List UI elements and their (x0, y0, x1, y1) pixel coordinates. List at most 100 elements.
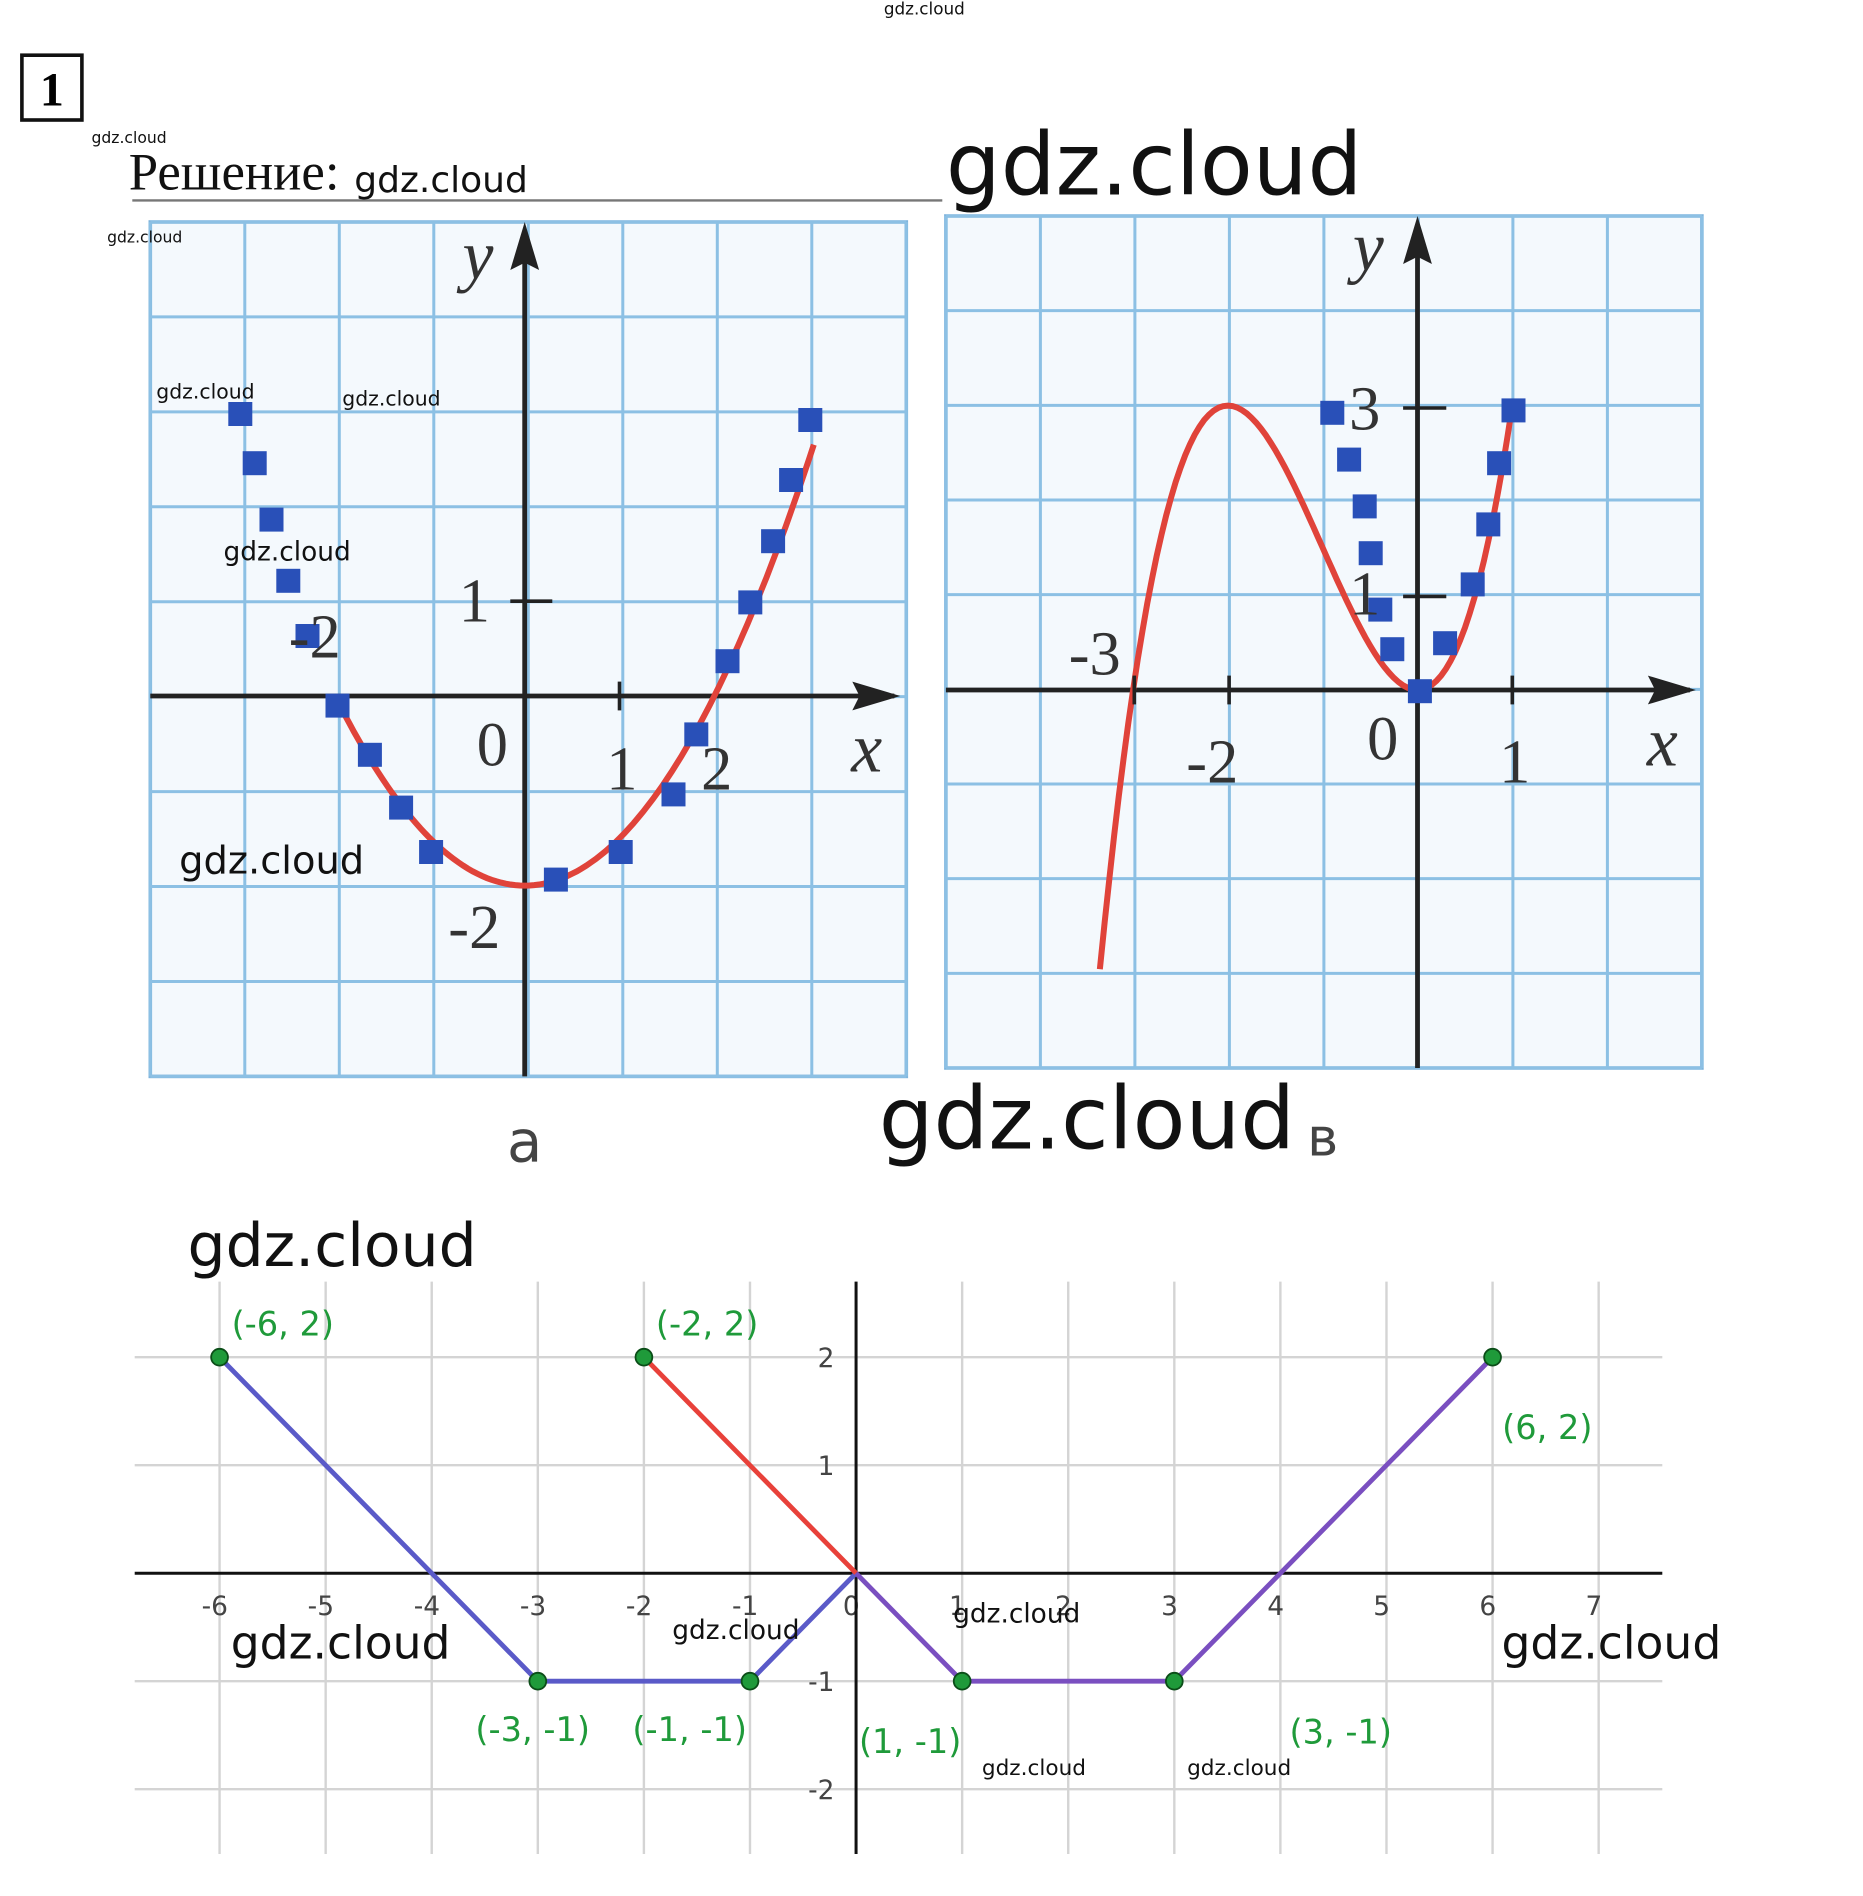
y-tick-label: -2 (808, 1775, 834, 1806)
graph-label: -2 (448, 893, 500, 962)
blue-marker (1407, 679, 1432, 704)
blue-marker (242, 451, 267, 476)
blue-marker (295, 624, 320, 648)
graph-label: 1 (1349, 559, 1380, 628)
blue-marker (259, 507, 284, 532)
point (634, 1347, 654, 1367)
number-box (20, 53, 84, 122)
point-label: (3, -1) (1290, 1713, 1392, 1752)
graph-label: 1 (459, 567, 490, 636)
blue-marker (661, 782, 686, 807)
caption: а (507, 1109, 542, 1176)
point-label: (-1, -1) (632, 1710, 747, 1749)
blue-marker (1358, 541, 1383, 566)
x-tick-label: 5 (1373, 1591, 1390, 1622)
x-tick-label: 2 (1055, 1591, 1072, 1622)
blue-marker (419, 840, 444, 864)
graph-label: -2 (1186, 727, 1238, 796)
watermark: gdz.cloud (224, 536, 351, 567)
blue-marker (1368, 597, 1393, 622)
point-label: (-3, -1) (475, 1710, 590, 1749)
watermark: gdz.cloud (884, 0, 965, 18)
x-tick-label: 4 (1267, 1591, 1284, 1622)
graph-label: 3 (1349, 375, 1380, 444)
point (210, 1347, 229, 1367)
graph-label: 1 (606, 735, 637, 804)
point-label: (-6, 2) (232, 1305, 334, 1344)
blue-marker (798, 408, 823, 432)
x-arrow (1647, 675, 1696, 705)
x-tick-label: -6 (202, 1591, 228, 1622)
solution-label: Решение: (129, 144, 340, 202)
blue-marker (761, 529, 786, 554)
x-tick-label: 3 (1161, 1591, 1178, 1622)
blue-marker (715, 649, 740, 674)
blue-marker (1352, 494, 1377, 519)
point-label: (6, 2) (1502, 1408, 1592, 1447)
point (528, 1671, 548, 1691)
watermark: gdz.cloud (672, 1615, 799, 1646)
graph-label: -3 (1069, 619, 1121, 688)
watermark: gdz.cloud (953, 1598, 1080, 1629)
watermark: gdz.cloud (231, 1616, 451, 1669)
x-tick-label: -3 (520, 1591, 546, 1622)
watermark: gdz.cloud (946, 115, 1362, 215)
x-tick-label: 6 (1479, 1591, 1496, 1622)
x-tick-label: -4 (414, 1591, 440, 1622)
graph-label: 0 (1367, 705, 1398, 774)
graph-label: 1 (1499, 727, 1530, 796)
watermark: gdz.cloud (354, 160, 528, 201)
blue-marker (325, 693, 350, 718)
blue-marker (228, 402, 253, 426)
plot-line (854, 1355, 1495, 1684)
y-arrow (1403, 216, 1432, 264)
blue-marker (1380, 637, 1405, 662)
graph-label: 0 (477, 711, 508, 780)
watermark: gdz.cloud (1187, 1756, 1291, 1781)
y-tick-label: 1 (818, 1451, 835, 1482)
blue-marker (684, 722, 709, 747)
x-tick-label: -1 (732, 1591, 758, 1622)
watermark: gdz.cloud (342, 387, 440, 411)
watermark: gdz.cloud (982, 1756, 1086, 1781)
graph-label: 2 (701, 735, 732, 804)
curve (1096, 402, 1516, 970)
x-tick-label: 1 (949, 1591, 966, 1622)
y-tick-label: -1 (808, 1667, 834, 1698)
watermark: gdz.cloud (179, 839, 364, 884)
blue-marker (276, 568, 301, 593)
point-label: (1, -1) (859, 1722, 961, 1761)
x-arrow (852, 681, 901, 711)
blue-marker (389, 795, 414, 820)
blue-marker (1476, 512, 1501, 537)
blue-marker (543, 867, 568, 892)
graph-label: y (1347, 209, 1384, 286)
x-tick-label: 7 (1585, 1591, 1602, 1622)
watermark: gdz.cloud (92, 129, 167, 147)
point-label: (-2, 2) (656, 1305, 758, 1344)
blue-marker (1460, 572, 1485, 597)
watermark: gdz.cloud (107, 228, 182, 246)
point (1165, 1671, 1184, 1691)
blue-marker (1320, 400, 1345, 425)
x-tick-label: -2 (626, 1591, 652, 1622)
blue-marker (608, 840, 633, 864)
blue-marker (1487, 451, 1512, 476)
blue-marker (1433, 631, 1458, 656)
point (1483, 1347, 1502, 1367)
blue-marker (1337, 447, 1362, 472)
blue-marker (1501, 398, 1526, 423)
point (740, 1671, 760, 1691)
y-tick-label: 2 (818, 1343, 835, 1374)
graph-label: x (850, 711, 882, 788)
watermark: gdz.cloud (1502, 1616, 1722, 1669)
graph-label: x (1646, 705, 1678, 782)
watermark: gdz.cloud (156, 379, 254, 403)
blue-marker (779, 468, 804, 492)
x-tick-label: -5 (308, 1591, 334, 1622)
plot-line (217, 1355, 858, 1684)
watermark: gdz.cloud (879, 1069, 1295, 1169)
